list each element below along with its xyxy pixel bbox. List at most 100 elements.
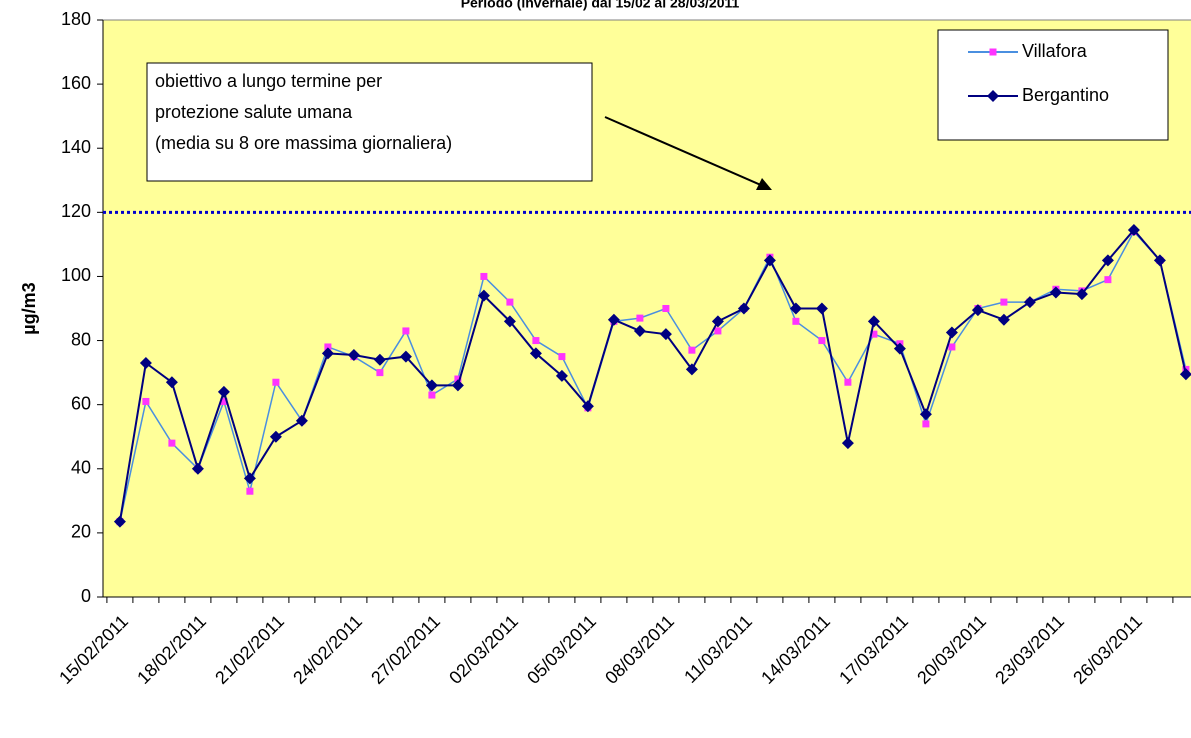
- point: [763, 254, 776, 267]
- annotation-text: protezione salute umana: [155, 102, 353, 122]
- point: [1104, 276, 1112, 284]
- x-tick-label: 14/03/2011: [757, 611, 834, 688]
- point: [480, 272, 488, 280]
- point: [321, 347, 334, 360]
- legend-marker: [989, 48, 997, 56]
- point: [243, 472, 256, 485]
- point: [269, 430, 282, 443]
- series-line: [119, 230, 1187, 522]
- point: [454, 375, 462, 383]
- point: [922, 420, 930, 428]
- point: [113, 515, 126, 528]
- point: [997, 313, 1010, 326]
- y-tick-label: 100: [61, 265, 91, 285]
- point: [532, 337, 540, 345]
- x-tick-label: 17/03/2011: [835, 611, 912, 688]
- point: [893, 342, 906, 355]
- point: [139, 356, 152, 369]
- point: [1049, 286, 1062, 299]
- annotation-text: (media su 8 ore massima giornaliera): [155, 133, 452, 153]
- point: [636, 314, 644, 322]
- y-tick-label: 160: [61, 73, 91, 93]
- point: [919, 408, 932, 421]
- legend-marker: [987, 90, 999, 102]
- legend-label: Bergantino: [1022, 85, 1109, 105]
- annotation-box: [146, 62, 593, 182]
- point: [1179, 368, 1191, 381]
- point: [581, 400, 594, 413]
- point: [1075, 288, 1088, 301]
- point: [844, 378, 852, 386]
- y-tick-label: 40: [71, 458, 91, 478]
- x-tick-label: 26/03/2011: [1069, 611, 1146, 688]
- point: [1101, 254, 1114, 267]
- point: [451, 379, 464, 392]
- point: [506, 298, 514, 306]
- point: [1000, 298, 1008, 306]
- arrow-head: [756, 178, 772, 190]
- point: [558, 353, 566, 361]
- y-tick-label: 180: [61, 9, 91, 29]
- x-tick-label: 11/03/2011: [680, 611, 756, 687]
- point: [815, 302, 828, 315]
- point: [688, 346, 696, 354]
- point: [792, 317, 800, 325]
- point: [867, 315, 880, 328]
- point: [529, 347, 542, 360]
- annotation-arrow: [604, 116, 764, 187]
- point: [945, 326, 958, 339]
- y-tick-label: 80: [71, 329, 91, 349]
- point: [711, 315, 724, 328]
- series-line: [118, 228, 1187, 522]
- point: [191, 462, 204, 475]
- point: [324, 343, 332, 351]
- chart-title: Periodo (invernale) dal 15/02 al 28/03/2…: [461, 0, 740, 11]
- x-tick-label: 18/02/2011: [133, 611, 210, 688]
- y-tick-label: 0: [81, 586, 91, 606]
- y-tick-label: 20: [71, 522, 91, 542]
- annotation-text: obiettivo a lungo termine per: [155, 71, 382, 91]
- x-tick-label: 23/03/2011: [991, 611, 1068, 688]
- y-axis-label: µg/m3: [19, 282, 39, 334]
- point: [1127, 223, 1140, 236]
- point: [217, 385, 230, 398]
- x-tick-label: 21/02/2011: [211, 611, 288, 688]
- legend-box: [937, 29, 1169, 141]
- point: [555, 369, 568, 382]
- legend-label: Villafora: [1022, 41, 1088, 61]
- point: [841, 437, 854, 450]
- point: [347, 348, 360, 361]
- point: [789, 302, 802, 315]
- point: [685, 363, 698, 376]
- x-tick-label: 20/03/2011: [913, 611, 990, 688]
- x-tick-label: 15/02/2011: [55, 611, 132, 688]
- point: [246, 487, 254, 495]
- point: [607, 313, 620, 326]
- point: [376, 369, 384, 377]
- point: [818, 337, 826, 345]
- point: [477, 289, 490, 302]
- x-tick-label: 08/03/2011: [601, 611, 678, 688]
- point: [373, 353, 386, 366]
- point: [659, 328, 672, 341]
- y-tick-label: 140: [61, 137, 91, 157]
- x-tick-label: 27/02/2011: [367, 611, 444, 688]
- point: [220, 397, 228, 405]
- point: [870, 330, 878, 338]
- x-tick-label: 02/03/2011: [445, 611, 522, 688]
- y-tick-label: 60: [71, 393, 91, 413]
- x-tick-label: 05/03/2011: [523, 611, 600, 688]
- point: [714, 327, 722, 335]
- point: [272, 378, 280, 386]
- point: [295, 414, 308, 427]
- point: [425, 379, 438, 392]
- point: [1023, 296, 1036, 309]
- point: [948, 343, 956, 351]
- point: [168, 439, 176, 447]
- point: [428, 391, 436, 399]
- point: [503, 315, 516, 328]
- x-tick-label: 24/02/2011: [289, 611, 366, 688]
- point: [142, 397, 150, 405]
- point: [402, 327, 410, 335]
